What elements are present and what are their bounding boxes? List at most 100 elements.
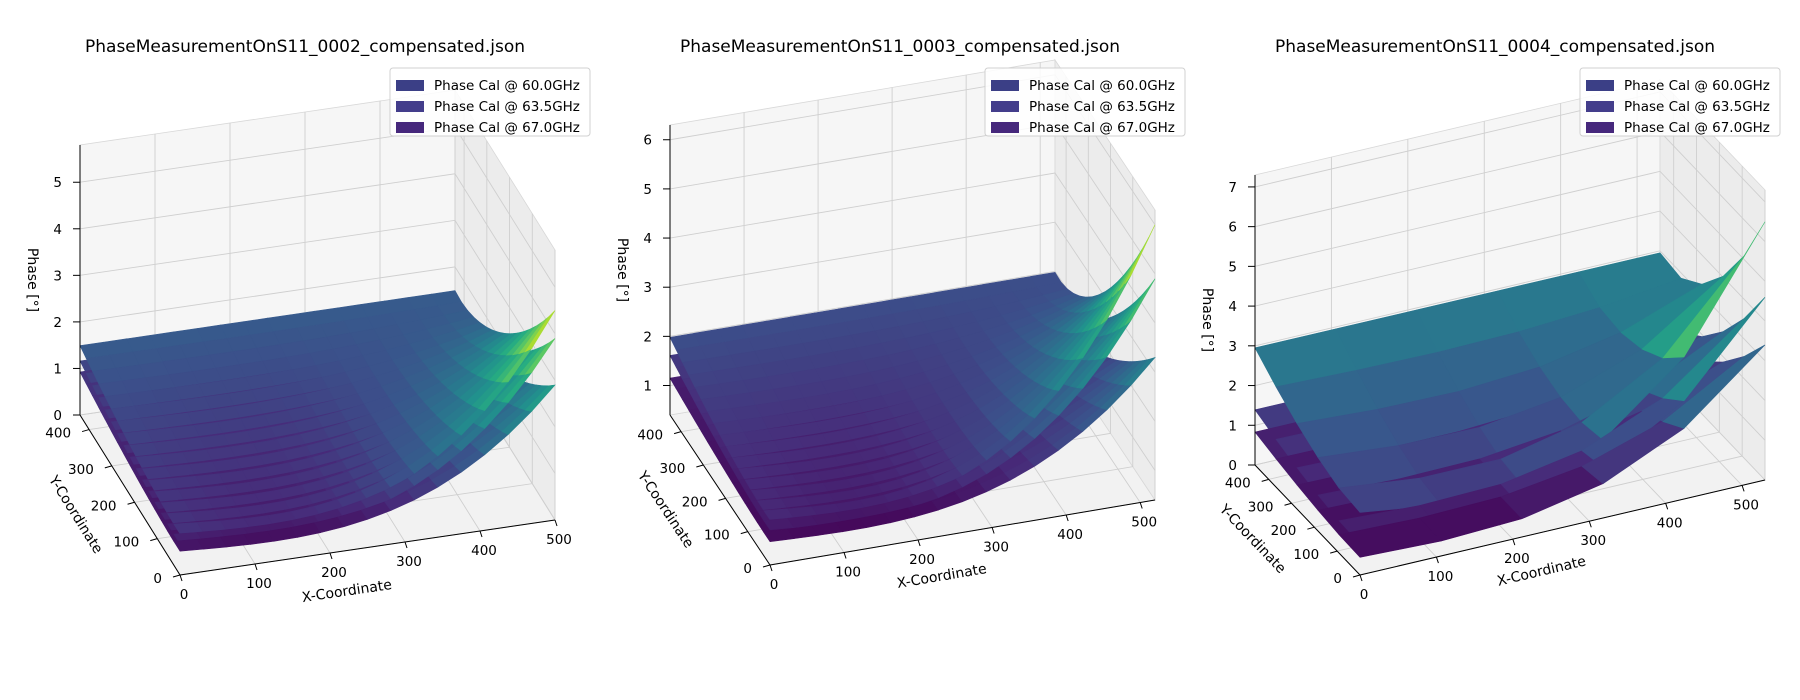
x-tick-label: 200 bbox=[321, 565, 347, 581]
y-tick-mark bbox=[696, 464, 704, 468]
z-tick-label: 2 bbox=[1228, 379, 1237, 395]
legend: Phase Cal @ 60.0GHz Phase Cal @ 63.5GHz Ph… bbox=[389, 67, 591, 137]
z-tick-label: 3 bbox=[1228, 339, 1237, 355]
y-tick-label: 100 bbox=[1293, 547, 1319, 563]
legend-box bbox=[389, 67, 591, 137]
y-tick-label: 300 bbox=[1248, 499, 1274, 515]
z-tick-label: 7 bbox=[1228, 180, 1237, 196]
legend-entry-label: Phase Cal @ 67.0GHz bbox=[434, 120, 580, 136]
chart-panel-1: 0 100 200 300 400 500 0 100 200 300 400 0 1 2 3 4 5 X-Coo… bbox=[24, 37, 591, 606]
surface-patch-series-2 bbox=[1662, 297, 1766, 402]
x-tick-label: 500 bbox=[1131, 515, 1157, 531]
z-tick-label: 3 bbox=[643, 280, 652, 296]
y-tick-label: 300 bbox=[660, 461, 686, 477]
legend-swatch bbox=[1586, 122, 1614, 133]
surfaces bbox=[1254, 221, 1766, 558]
y-tick-label: 200 bbox=[682, 494, 708, 510]
grid-z-line bbox=[1254, 250, 1766, 362]
legend-swatch bbox=[991, 80, 1019, 91]
x-tick-mark bbox=[769, 564, 773, 572]
legend-swatch bbox=[396, 122, 424, 133]
y-tick-mark bbox=[673, 431, 682, 435]
y-tick-label: 0 bbox=[743, 561, 752, 577]
x-tick-mark bbox=[991, 527, 995, 534]
y-tick-mark bbox=[104, 465, 112, 469]
x-tick-label: 0 bbox=[180, 587, 189, 603]
surfaces bbox=[79, 290, 556, 552]
tick-labels: 0 100 200 300 400 500 0 100 200 300 400 0 1 2 3 4 5 bbox=[45, 175, 572, 603]
z-tick-label: 5 bbox=[53, 175, 62, 191]
axes bbox=[669, 125, 1156, 566]
y-tick-mark bbox=[1352, 574, 1361, 578]
y-axis-line bbox=[669, 414, 771, 566]
legend-entry-label: Phase Cal @ 60.0GHz bbox=[1624, 78, 1770, 94]
legend-entry-label: Phase Cal @ 67.0GHz bbox=[1624, 120, 1770, 136]
surfaces bbox=[669, 224, 1156, 542]
x-tick-label: 500 bbox=[546, 532, 572, 548]
legend-swatch bbox=[1586, 80, 1614, 91]
x-axis-line bbox=[769, 499, 1156, 566]
legend: Phase Cal @ 60.0GHz Phase Cal @ 63.5GHz Ph… bbox=[984, 67, 1186, 137]
x-tick-label: 100 bbox=[1428, 569, 1454, 585]
z-tick-label: 4 bbox=[1228, 299, 1237, 315]
surface-patch-series-2 bbox=[1124, 278, 1156, 326]
z-tick-label: 1 bbox=[643, 379, 652, 395]
grid-z-line bbox=[1254, 170, 1766, 282]
x-tick-mark bbox=[179, 574, 183, 582]
y-tick-label: 300 bbox=[68, 462, 94, 478]
z-tick-label: 6 bbox=[643, 133, 652, 149]
chart-panel-2: 01002003004005000100200300400123456X-Coo… bbox=[614, 37, 1186, 593]
x-tick-mark bbox=[1665, 503, 1669, 510]
surface-patch-series-1 bbox=[1124, 356, 1156, 386]
x-tick-label: 0 bbox=[1360, 587, 1369, 603]
y-tick-label: 400 bbox=[1225, 475, 1251, 491]
z-tick-label: 6 bbox=[1228, 220, 1237, 236]
surface-patch-series-2 bbox=[524, 338, 556, 375]
legend-entry-label: Phase Cal @ 67.0GHz bbox=[1029, 120, 1175, 136]
y-tick-mark bbox=[1307, 526, 1315, 530]
legend-box bbox=[1579, 67, 1781, 137]
z-axis-label: Phase [°] bbox=[24, 248, 40, 312]
x-tick-label: 0 bbox=[770, 577, 779, 593]
x-tick-label: 400 bbox=[1057, 527, 1083, 543]
y-tick-mark bbox=[172, 574, 181, 578]
x-tick-label: 300 bbox=[983, 540, 1009, 556]
grid-z-line bbox=[79, 173, 556, 335]
x-axis-line bbox=[1359, 479, 1766, 576]
z-tick-label: 0 bbox=[53, 408, 62, 424]
axes bbox=[79, 145, 556, 576]
z-tick-label: 5 bbox=[1228, 259, 1237, 275]
legend-entry-label: Phase Cal @ 63.5GHz bbox=[434, 99, 580, 115]
x-tick-mark bbox=[1359, 574, 1363, 582]
y-tick-label: 0 bbox=[153, 571, 162, 587]
x-tick-label: 300 bbox=[1580, 533, 1606, 549]
y-tick-mark bbox=[81, 429, 90, 433]
y-axis-line bbox=[1254, 464, 1361, 576]
z-axis-label: Phase [°] bbox=[1199, 288, 1215, 352]
y-axis-label: Y-Coordinate bbox=[45, 472, 106, 557]
x-tick-mark bbox=[843, 552, 847, 559]
x-tick-label: 200 bbox=[1504, 551, 1530, 567]
legend-swatch bbox=[396, 101, 424, 112]
grid-z-line bbox=[79, 219, 556, 381]
y-tick-mark bbox=[1330, 550, 1338, 554]
x-tick-label: 500 bbox=[1733, 497, 1759, 513]
z-tick-label: 1 bbox=[1228, 418, 1237, 434]
y-tick-mark bbox=[718, 497, 726, 501]
legend-entry-label: Phase Cal @ 63.5GHz bbox=[1029, 99, 1175, 115]
legend-swatch bbox=[1586, 101, 1614, 112]
z-tick-label: 3 bbox=[53, 268, 62, 284]
z-tick-label: 2 bbox=[643, 329, 652, 345]
y-tick-mark bbox=[127, 501, 135, 505]
surface-patch-series-1 bbox=[524, 384, 556, 412]
z-tick-label: 2 bbox=[53, 315, 62, 331]
y-tick-label: 100 bbox=[113, 535, 139, 551]
x-tick-mark bbox=[1139, 502, 1143, 509]
surface-patch-series-3 bbox=[1124, 224, 1156, 285]
legend-swatch bbox=[991, 101, 1019, 112]
chart-title: PhaseMeasurementOnS11_0003_compensated.j… bbox=[680, 37, 1120, 57]
legend-entry-label: Phase Cal @ 60.0GHz bbox=[1029, 78, 1175, 94]
tick-labels: 0 100 200 300 400 500 0 100 200 300 400 1 2 3 4 5 6 bbox=[637, 133, 1157, 593]
